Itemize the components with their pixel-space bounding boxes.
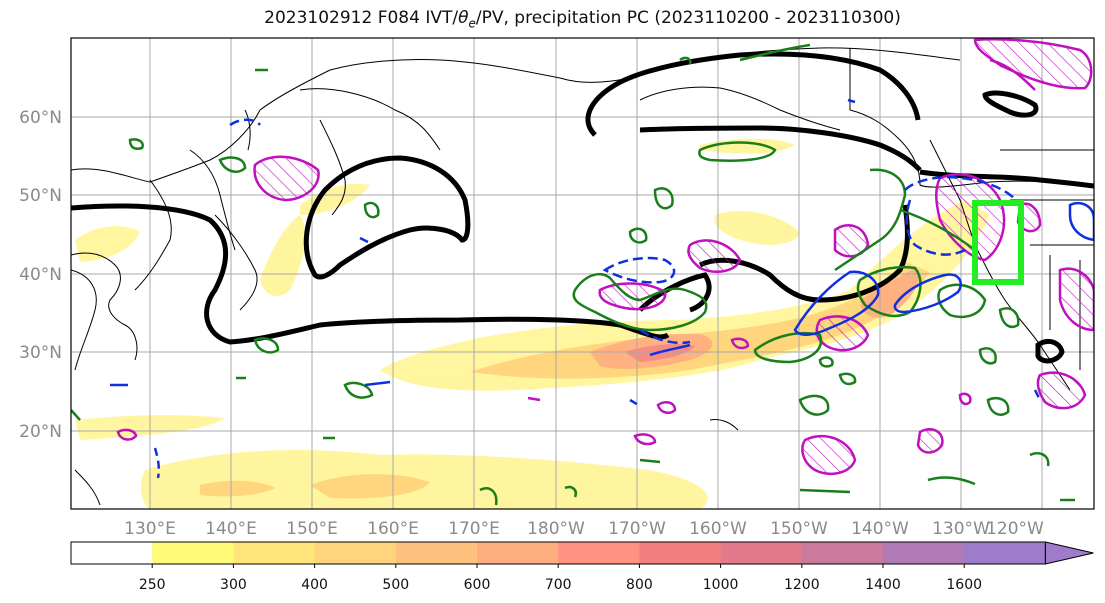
colorbar-segment (314, 542, 397, 564)
lat-label-50: 50°N (19, 186, 62, 206)
lon-label-120w: 120°W (986, 519, 1044, 539)
lon-label-170w: 170°W (608, 519, 666, 539)
colorbar-tick-label: 1000 (703, 577, 739, 593)
colorbar-segment (964, 542, 1046, 564)
lon-label-150e: 150°E (286, 519, 338, 539)
latitude-labels: 60°N 50°N 40°N 30°N 20°N (19, 108, 62, 442)
colorbar-segment (233, 542, 316, 564)
colorbar-segment (71, 542, 153, 564)
colorbar-segment (720, 542, 803, 564)
chart-title: 2023102912 F084 IVT/θe/PV, precipitation… (264, 8, 901, 31)
colorbar-tick-label: 800 (626, 577, 653, 593)
pv-small-contours (116, 337, 972, 446)
lat-label-40: 40°N (19, 265, 62, 285)
ivt-shading (75, 138, 990, 509)
theta-e-contours (71, 51, 1094, 364)
highlight-box (972, 200, 1024, 285)
pv-contours (253, 38, 1094, 476)
colorbar-tick-label: 500 (382, 577, 409, 593)
lon-label-140e: 140°E (205, 519, 257, 539)
colorbar-segment (639, 542, 722, 564)
colorbar-segment (477, 542, 559, 564)
lon-label-140w: 140°W (851, 519, 909, 539)
lon-label-160e: 160°E (367, 519, 419, 539)
lon-label-130w: 130°W (932, 519, 990, 539)
colorbar-tick-label: 600 (464, 577, 491, 593)
colorbar-extend-arrow (1044, 541, 1094, 565)
graticule (71, 38, 1094, 509)
colorbar-tick-label: 250 (139, 577, 166, 593)
lon-label-130e: 130°E (124, 519, 176, 539)
lon-label-180w: 180°W (527, 519, 585, 539)
lat-label-60: 60°N (19, 108, 62, 128)
lon-label-150w: 150°W (770, 519, 828, 539)
colorbar-segment (558, 542, 640, 564)
ivt-outlines (110, 98, 1094, 479)
lon-label-170e: 170°E (448, 519, 500, 539)
lat-label-20: 20°N (19, 422, 62, 442)
colorbar-segment (395, 542, 478, 564)
map-frame (70, 37, 1095, 510)
colorbar-tick-label: 300 (220, 577, 247, 593)
colorbar-tick-label: 400 (301, 577, 328, 593)
colorbar: 250 300 400 500 600 700 800 1000 1200 1400 1600 (70, 541, 1094, 593)
colorbar-tick-label: 700 (545, 577, 572, 593)
lon-label-160w: 160°W (689, 519, 747, 539)
lat-label-30: 30°N (19, 343, 62, 363)
colorbar-segment (152, 542, 234, 564)
colorbar-segment (883, 542, 965, 564)
coastlines (71, 47, 1094, 506)
precip-contours (71, 43, 1075, 506)
longitude-labels: 130°E 140°E 150°E 160°E 170°E 180°W 170°… (124, 519, 1044, 539)
colorbar-tick-label: 1400 (865, 577, 901, 593)
colorbar-segment (801, 542, 884, 564)
colorbar-tick-label: 1600 (946, 577, 982, 593)
colorbar-tick-label: 1200 (784, 577, 820, 593)
